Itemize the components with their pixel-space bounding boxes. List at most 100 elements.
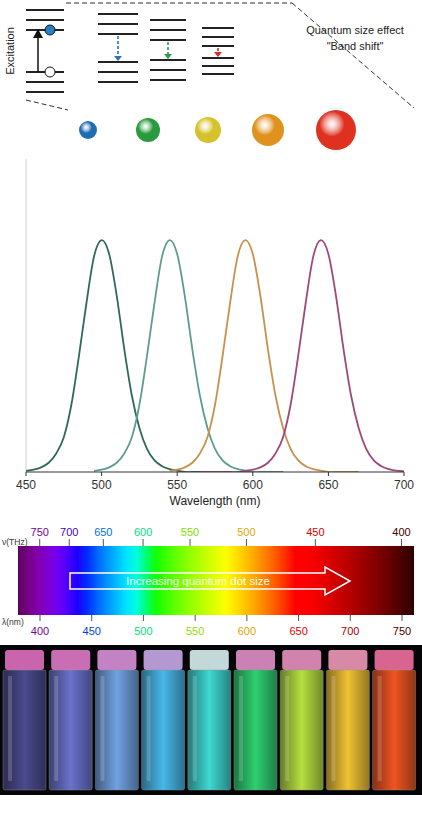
vials-photo xyxy=(0,645,422,795)
x-tick xyxy=(101,472,102,476)
energy-level xyxy=(26,19,64,21)
vial-cap xyxy=(190,650,229,670)
frequency-tick xyxy=(39,539,40,546)
energy-level xyxy=(202,27,234,29)
wavelength-tick-label: 700 xyxy=(341,625,359,637)
wavelength-axis-title: λ(nm) xyxy=(2,617,24,627)
arrow-head xyxy=(114,56,122,61)
x-tick-label: 600 xyxy=(243,478,263,492)
wavelength-tick-label: 400 xyxy=(31,625,49,637)
energy-level xyxy=(26,81,64,83)
x-tick-label: 500 xyxy=(92,478,112,492)
zoom-line xyxy=(292,3,414,108)
energy-level xyxy=(202,57,234,59)
frequency-tick xyxy=(401,539,402,546)
wavelength-tick xyxy=(402,615,403,621)
energy-level xyxy=(98,71,138,73)
wavelength-tick-label: 550 xyxy=(186,625,204,637)
x-tick-label: 700 xyxy=(394,478,414,492)
wavelength-tick-label: 650 xyxy=(289,625,307,637)
frequency-tick-label: 650 xyxy=(94,526,112,538)
frequency-tick-label: 500 xyxy=(237,526,255,538)
vial xyxy=(95,670,138,790)
wavelength-tick-label: 750 xyxy=(393,625,411,637)
frequency-tick-label: 550 xyxy=(181,526,199,538)
frequency-tick xyxy=(315,539,316,546)
wavelength-tick xyxy=(195,615,196,621)
emission-arrow xyxy=(117,36,119,56)
spectrum-bar xyxy=(18,546,414,615)
emission-curve xyxy=(26,240,215,472)
energy-level xyxy=(98,13,138,15)
x-tick-label: 650 xyxy=(318,478,338,492)
vial xyxy=(280,670,323,790)
energy-level xyxy=(26,9,64,11)
vial xyxy=(49,670,92,790)
x-tick xyxy=(328,472,329,476)
size-arrow xyxy=(70,567,350,595)
wavelength-tick-label: 600 xyxy=(238,625,256,637)
frequency-tick-label: 700 xyxy=(60,526,78,538)
frequency-tick xyxy=(143,539,144,546)
vial xyxy=(188,670,231,790)
quantum-dot xyxy=(316,110,356,150)
vial-glare xyxy=(239,676,243,781)
energy-level xyxy=(98,33,138,35)
energy-level xyxy=(150,69,186,71)
energy-level xyxy=(202,65,234,67)
energy-level xyxy=(150,39,186,41)
frequency-tick-label: 600 xyxy=(134,526,152,538)
energy-level xyxy=(98,61,138,63)
emission-curve xyxy=(170,240,359,472)
wavelength-tick-label: 450 xyxy=(83,625,101,637)
energy-level xyxy=(150,59,186,61)
spectra-chart: 450500550600650700Wavelength (nm) xyxy=(16,159,414,508)
band-shift-label: "Band shift" xyxy=(327,40,384,52)
quantum-dot xyxy=(195,117,221,143)
energy-level xyxy=(202,36,234,38)
arrow-head xyxy=(164,54,172,59)
energy-diagram: ExcitationQuantum size effect"Band shift… xyxy=(4,3,414,110)
vial-glare xyxy=(100,676,104,781)
wavelength-tick xyxy=(350,615,351,621)
emission-curve xyxy=(94,240,283,472)
wavelength-tick xyxy=(143,615,144,621)
frequency-tick xyxy=(69,539,70,546)
vial-glare xyxy=(147,676,151,781)
x-axis-title: Wavelength (nm) xyxy=(170,494,261,508)
arrow-head xyxy=(214,52,222,57)
excitation-arrow xyxy=(37,36,39,72)
hole xyxy=(45,67,55,77)
energy-level xyxy=(150,79,186,81)
vial xyxy=(373,670,416,790)
energy-level xyxy=(150,19,186,21)
energy-level xyxy=(150,29,186,31)
excitation-label: Excitation xyxy=(4,27,16,75)
x-tick-label: 550 xyxy=(167,478,187,492)
energy-level xyxy=(26,91,64,93)
quantum-dot xyxy=(252,114,284,146)
energy-level xyxy=(98,23,138,25)
vial xyxy=(326,670,369,790)
x-tick xyxy=(26,472,27,476)
vial-glare xyxy=(331,676,335,781)
frequency-tick-label: 450 xyxy=(306,526,324,538)
emission-curve xyxy=(200,240,404,472)
vial-cap xyxy=(144,650,183,670)
vial xyxy=(234,670,277,790)
figure: ExcitationQuantum size effect"Band shift… xyxy=(0,0,422,832)
frequency-axis-title: ν(THz) xyxy=(2,537,28,547)
arrow-label: Increasing quantum dot size xyxy=(126,575,270,587)
vial xyxy=(3,670,46,790)
frequency-tick xyxy=(103,539,104,546)
wavelength-tick-label: 500 xyxy=(134,625,152,637)
vial-glare xyxy=(8,676,12,781)
wavelength-tick xyxy=(91,615,92,621)
vial-cap xyxy=(236,650,275,670)
vials-background xyxy=(0,645,422,795)
y-axis-line xyxy=(26,159,27,472)
frequency-tick-label: 750 xyxy=(31,526,49,538)
energy-level xyxy=(202,73,234,75)
energy-level xyxy=(202,45,234,47)
vial-glare xyxy=(193,676,197,781)
